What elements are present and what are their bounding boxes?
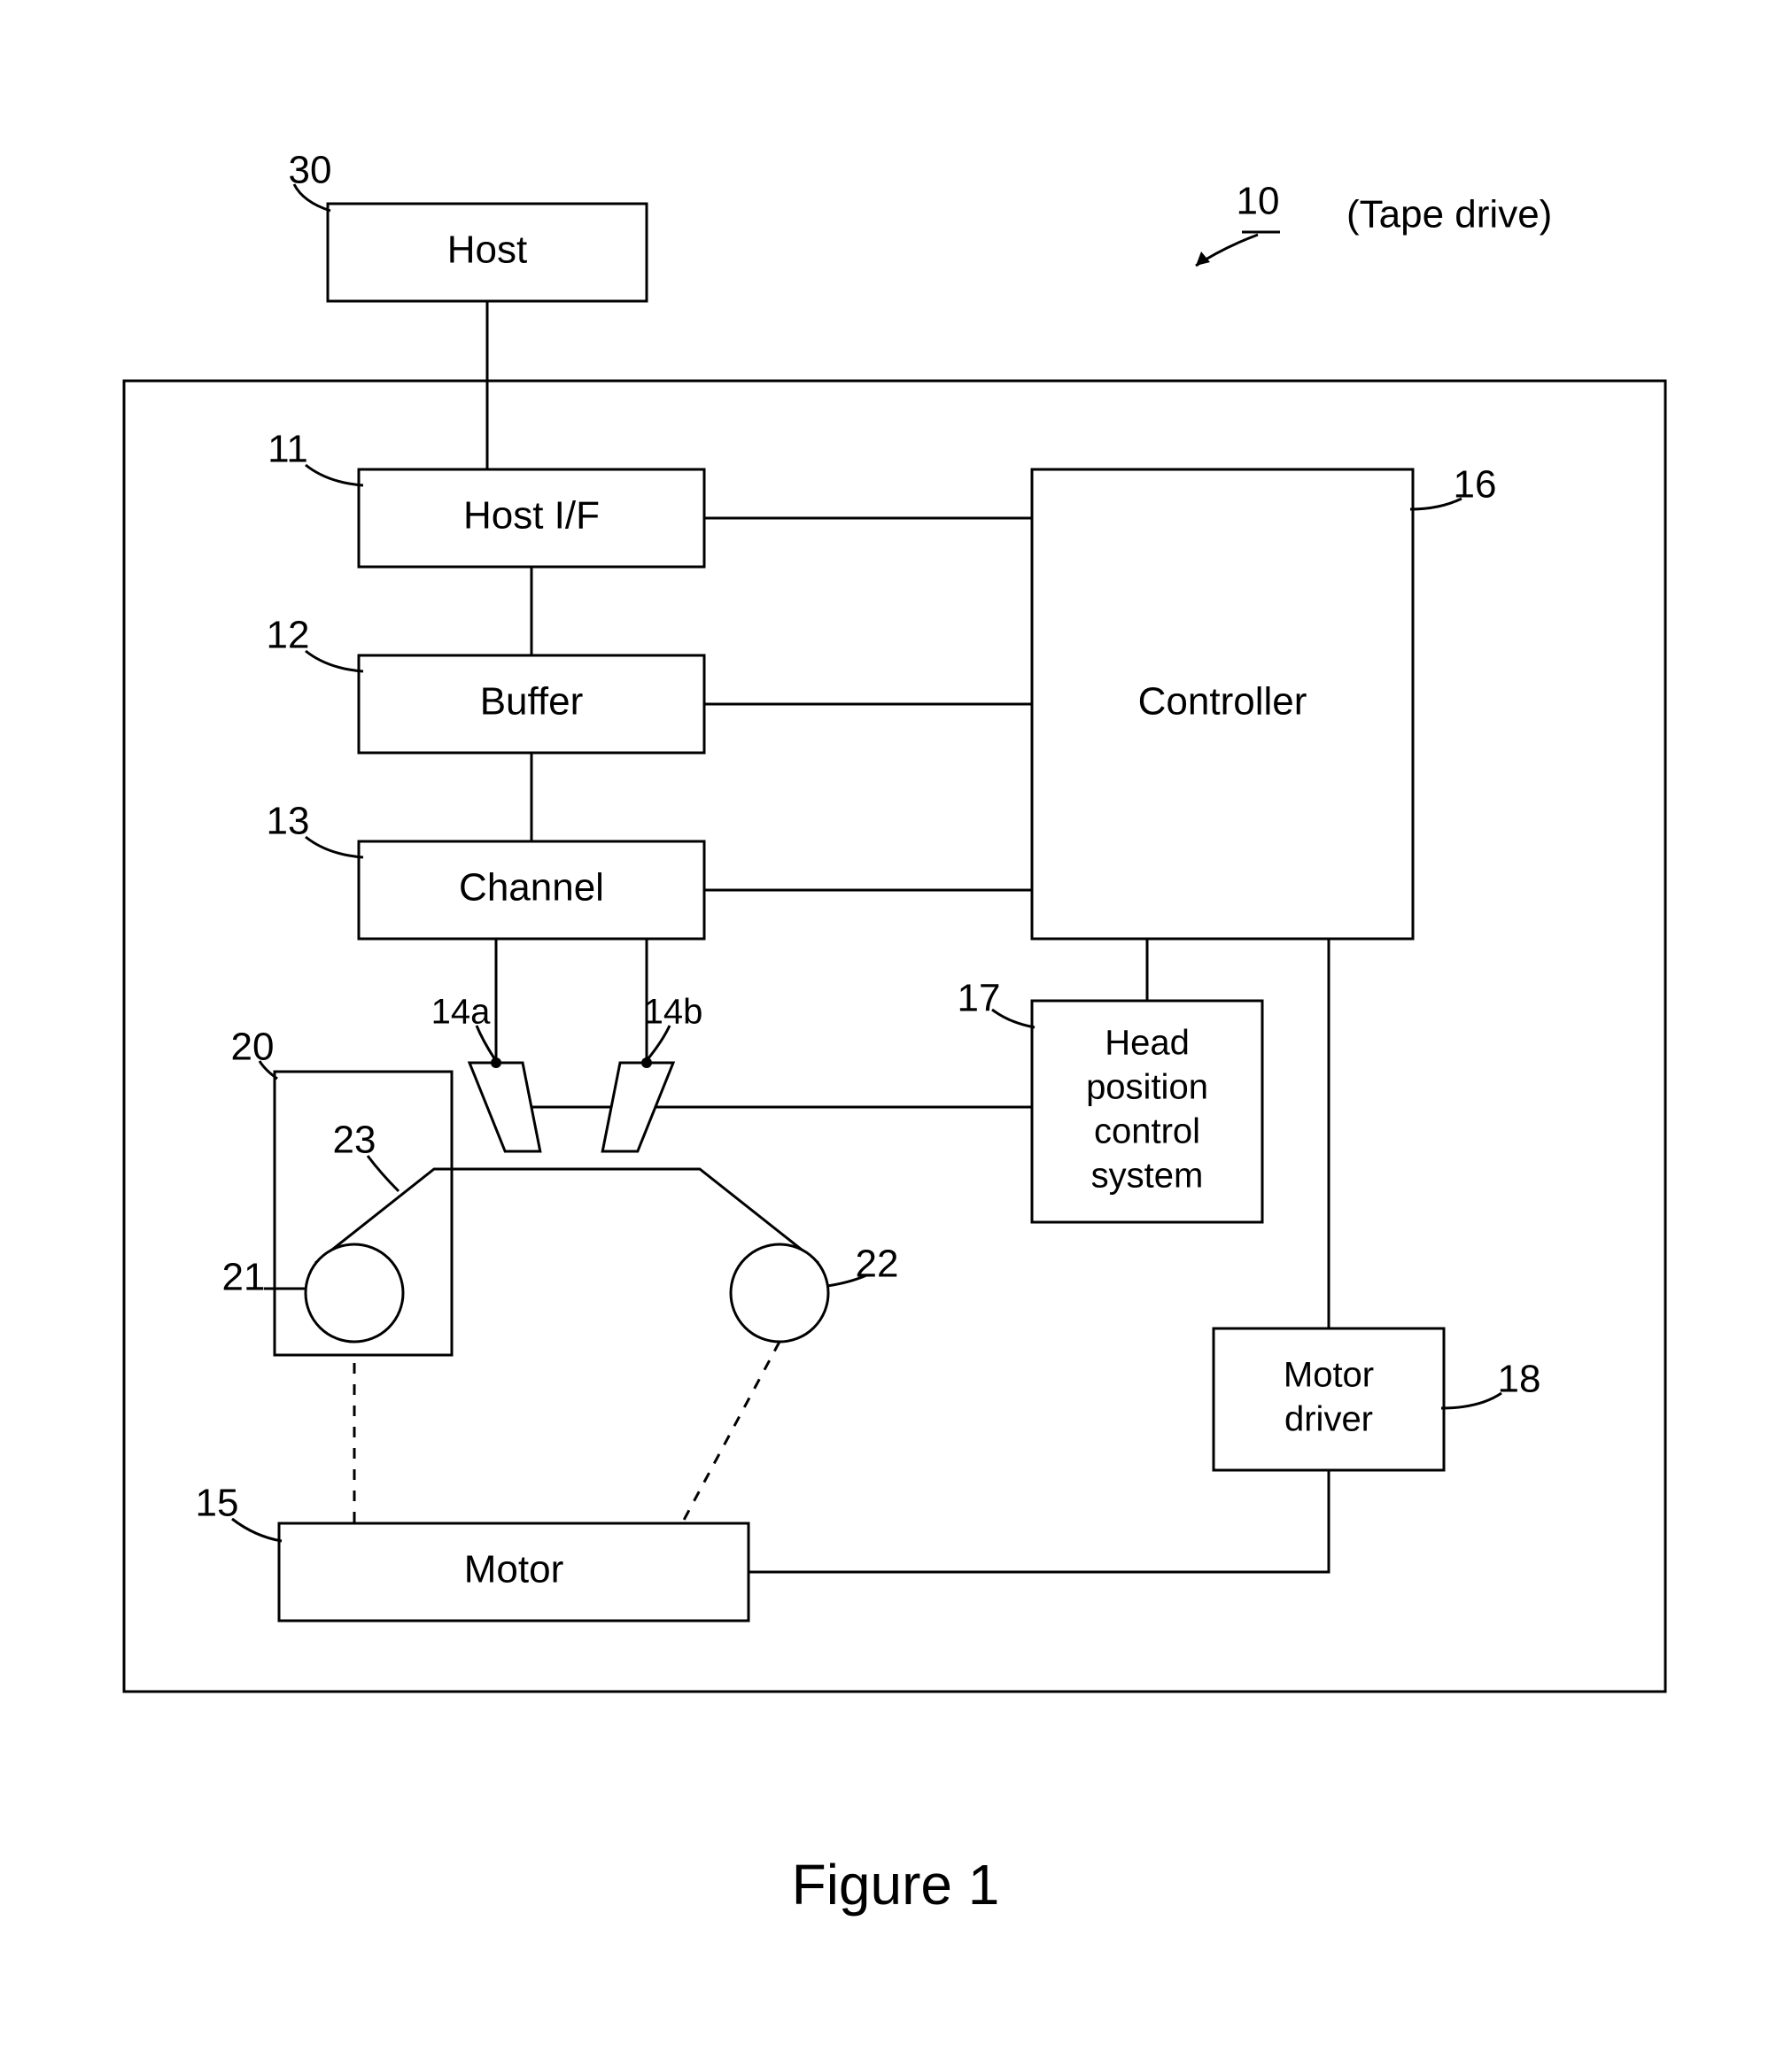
label: Host I/F bbox=[463, 494, 600, 538]
head-b-node bbox=[641, 1057, 652, 1068]
label: 14a bbox=[431, 993, 491, 1032]
label: 12 bbox=[267, 614, 310, 657]
label: (Tape drive) bbox=[1346, 193, 1552, 236]
label: system bbox=[1091, 1157, 1204, 1196]
label: 10 bbox=[1237, 180, 1280, 223]
label: position bbox=[1086, 1068, 1208, 1107]
label: 17 bbox=[958, 977, 1001, 1020]
reel-left bbox=[306, 1244, 403, 1342]
label: 21 bbox=[222, 1256, 266, 1299]
head-a-node bbox=[491, 1057, 501, 1068]
label: 11 bbox=[268, 428, 308, 471]
label: 15 bbox=[196, 1482, 239, 1525]
label: 14b bbox=[644, 993, 703, 1032]
label: Buffer bbox=[480, 680, 584, 724]
label: Motor bbox=[1284, 1356, 1374, 1395]
label: Host bbox=[447, 228, 527, 272]
label: control bbox=[1094, 1112, 1200, 1151]
label: 18 bbox=[1498, 1358, 1541, 1401]
label: driver bbox=[1284, 1400, 1373, 1439]
figure-caption: Figure 1 bbox=[792, 1853, 1000, 1917]
label: 22 bbox=[856, 1243, 899, 1286]
label: Channel bbox=[459, 866, 604, 910]
reel-right bbox=[731, 1244, 828, 1342]
label: Controller bbox=[1138, 680, 1307, 724]
label: 13 bbox=[267, 800, 310, 843]
label: 20 bbox=[231, 1026, 275, 1069]
label: 23 bbox=[333, 1119, 376, 1162]
label: Head bbox=[1105, 1024, 1190, 1063]
label: Motor bbox=[464, 1548, 563, 1591]
